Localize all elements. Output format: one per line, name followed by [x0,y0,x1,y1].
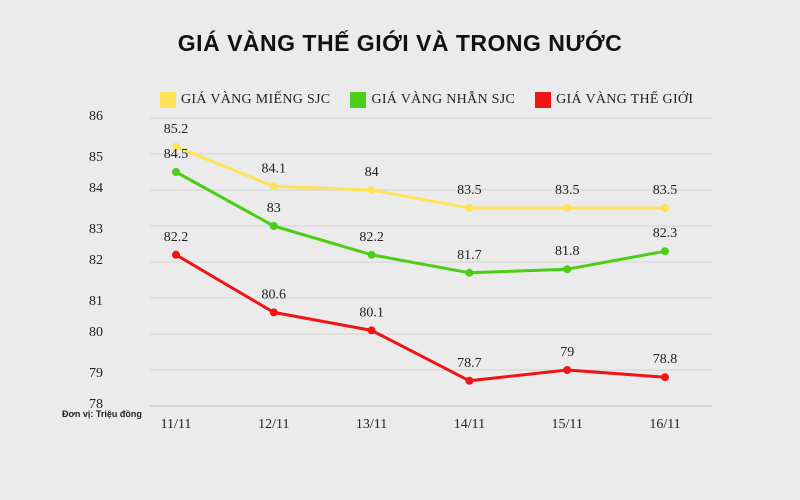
y-tick-label: 81 [89,294,103,309]
data-point [465,376,474,385]
data-label: 84 [365,165,379,180]
x-tick-label: 13/11 [356,417,387,432]
y-tick-label: 83 [89,222,103,237]
data-point [465,268,474,277]
data-point [172,142,180,151]
y-tick-label: 79 [89,366,103,381]
data-point [367,326,376,335]
legend-swatch-sjc-bar [160,92,176,108]
data-label: 81.7 [457,248,482,263]
y-tick-label: 78 [89,397,103,412]
data-point [661,247,669,256]
data-point [269,308,278,317]
data-label: 85.2 [164,122,189,137]
data-label: 82.2 [164,230,189,245]
legend-item-sjc-bar: GIÁ VÀNG MIẾNG SJC [160,92,330,108]
series-line [175,253,666,383]
data-point [172,168,180,176]
data-point [661,204,669,212]
legend-item-sjc-ring: GIÁ VÀNG NHẪN SJC [350,92,515,108]
series-line [175,145,665,210]
data-label: 82.2 [359,230,384,245]
data-point [367,250,376,259]
y-tick-label: 82 [89,253,103,268]
x-tick-label: 12/11 [258,417,289,432]
data-point [172,250,180,259]
y-tick-label: 80 [89,325,103,340]
data-point [269,182,278,191]
legend-label-sjc-ring: GIÁ VÀNG NHẪN SJC [371,92,516,107]
data-label: 83.5 [457,183,482,198]
data-label: 83.5 [653,183,678,198]
data-label: 80.1 [359,305,384,320]
data-label: 79 [560,345,574,360]
data-label: 82.3 [653,226,678,241]
legend-item-world: GIÁ VÀNG THẾ GIỚI [535,92,693,108]
legend-swatch-sjc-ring [350,92,367,108]
data-label: 80.6 [262,287,287,302]
y-tick-label: 85 [89,150,103,165]
data-point [563,265,572,274]
data-point [661,373,669,382]
legend-label-sjc-bar: GIÁ VÀNG MIẾNG SJC [181,92,331,107]
y-tick-label: 86 [89,109,103,124]
data-label: 84.5 [164,147,189,162]
data-point [563,366,572,374]
x-tick-label: 15/11 [552,417,583,432]
data-point [465,204,474,212]
y-tick-label: 84 [89,181,103,196]
data-label: 78.8 [653,352,678,367]
legend: GIÁ VÀNG MIẾNG SJC GIÁ VÀNG NHẪN SJC GIÁ… [160,92,713,108]
data-point [563,204,572,212]
data-label: 83.5 [555,183,580,198]
x-tick-label: 11/11 [161,417,192,432]
data-label: 81.8 [555,244,580,259]
series-line [175,170,666,275]
data-point [367,186,376,194]
data-label: 78.7 [457,356,482,371]
x-tick-label: 16/11 [649,417,680,432]
chart-title: GIÁ VÀNG THẾ GIỚI VÀ TRONG NƯỚC [177,30,623,56]
legend-swatch-world [535,92,552,108]
unit-note: Đơn vị: Triệu đồng [62,409,142,419]
data-label: 83 [267,201,281,216]
x-tick-label: 14/11 [454,417,485,432]
legend-label-world: GIÁ VÀNG THẾ GIỚI [556,92,694,107]
data-label: 84.1 [262,161,287,176]
data-point [269,222,278,230]
